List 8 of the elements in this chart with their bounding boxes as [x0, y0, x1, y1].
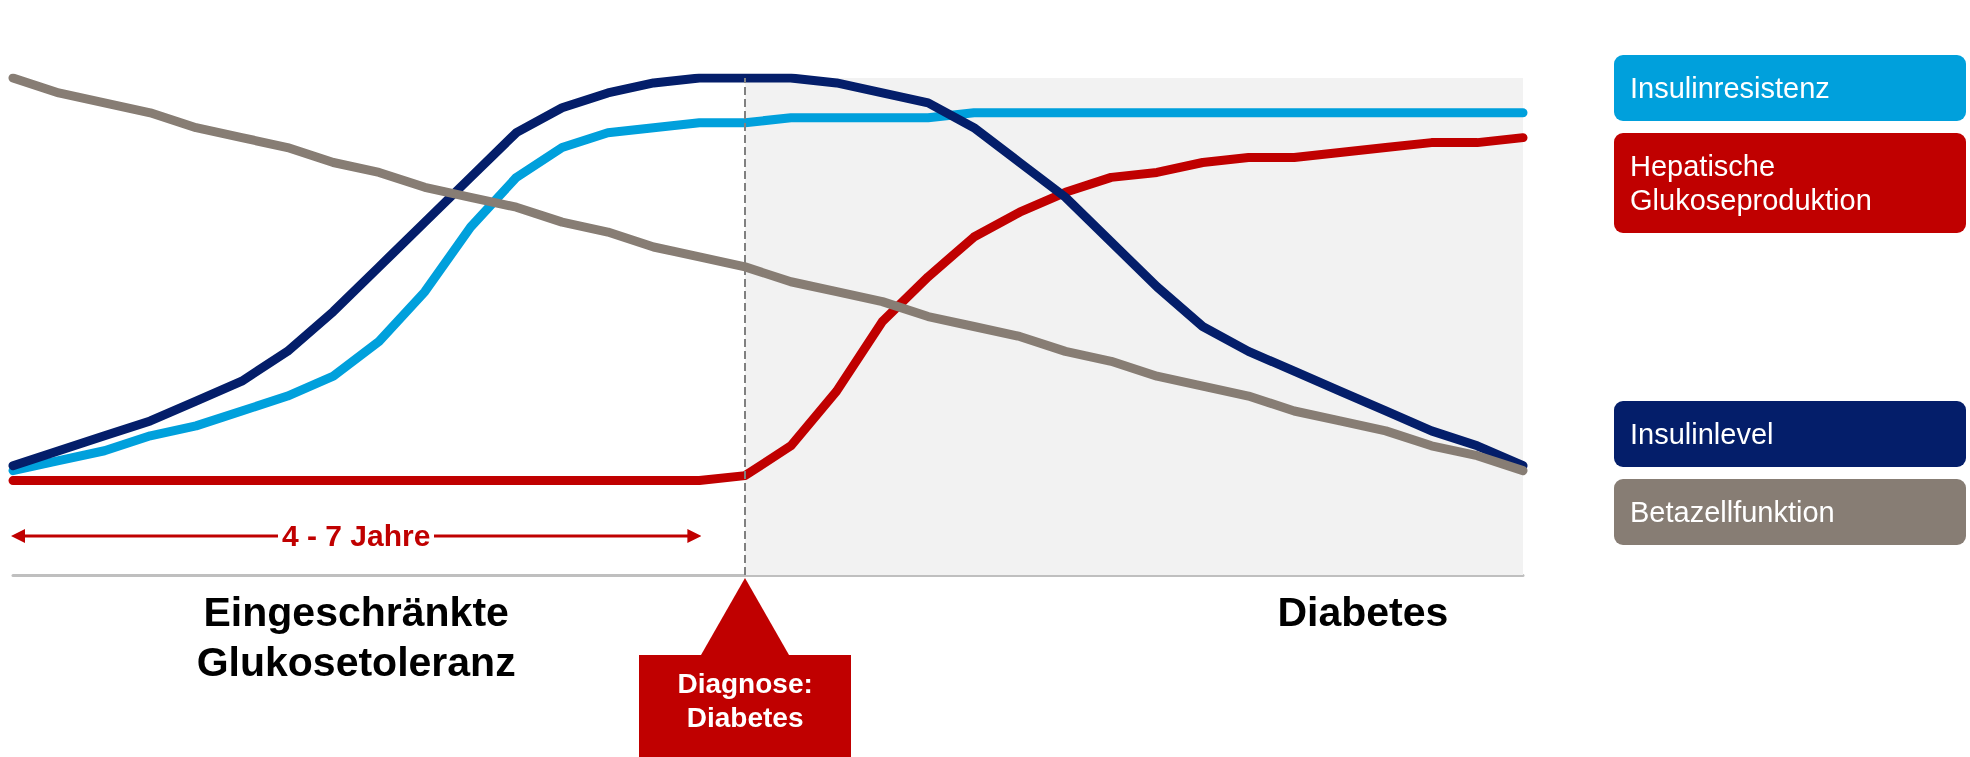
text: Diabetes [1276, 588, 1450, 637]
annotation: 4 - 7 Jahre [277, 519, 435, 552]
text: Eingeschränkte Glukosetoleranz [195, 588, 517, 687]
text: Betazellfunktion [1630, 496, 1835, 528]
text: Insulinresistenz [1630, 72, 1830, 104]
text: Hepatische Glukoseproduktion [1630, 150, 1872, 216]
text: Insulinlevel [1630, 418, 1774, 450]
text: Diagnose: Diabetes [639, 655, 852, 757]
